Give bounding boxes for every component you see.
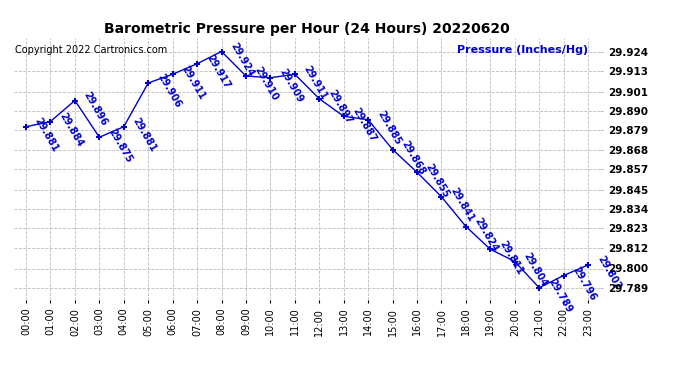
Text: 29.911: 29.911	[179, 64, 207, 101]
Text: 29.789: 29.789	[546, 277, 573, 315]
Text: 29.868: 29.868	[400, 139, 427, 177]
Text: 29.897: 29.897	[326, 88, 354, 126]
Text: 29.910: 29.910	[253, 66, 280, 103]
Text: 29.896: 29.896	[82, 90, 109, 128]
Text: 29.911: 29.911	[302, 64, 329, 101]
Text: 29.855: 29.855	[424, 162, 451, 199]
Text: 29.875: 29.875	[106, 127, 134, 164]
Text: 29.917: 29.917	[204, 53, 231, 91]
Text: 29.924: 29.924	[228, 41, 256, 78]
Title: Barometric Pressure per Hour (24 Hours) 20220620: Barometric Pressure per Hour (24 Hours) …	[104, 22, 510, 36]
Text: 29.802: 29.802	[595, 255, 622, 292]
Text: 29.906: 29.906	[155, 72, 183, 110]
Text: 29.884: 29.884	[57, 111, 85, 148]
Text: 29.841: 29.841	[448, 186, 476, 224]
Text: 29.887: 29.887	[351, 106, 378, 143]
Text: 29.881: 29.881	[33, 116, 61, 154]
Text: 29.796: 29.796	[571, 265, 598, 302]
Text: 29.804: 29.804	[522, 251, 549, 288]
Text: Pressure (Inches/Hg): Pressure (Inches/Hg)	[457, 45, 589, 56]
Text: 29.909: 29.909	[277, 67, 305, 105]
Text: 29.885: 29.885	[375, 109, 403, 147]
Text: 29.881: 29.881	[130, 116, 158, 154]
Text: Copyright 2022 Cartronics.com: Copyright 2022 Cartronics.com	[15, 45, 167, 56]
Text: 29.811: 29.811	[497, 239, 525, 276]
Text: 29.824: 29.824	[473, 216, 500, 254]
